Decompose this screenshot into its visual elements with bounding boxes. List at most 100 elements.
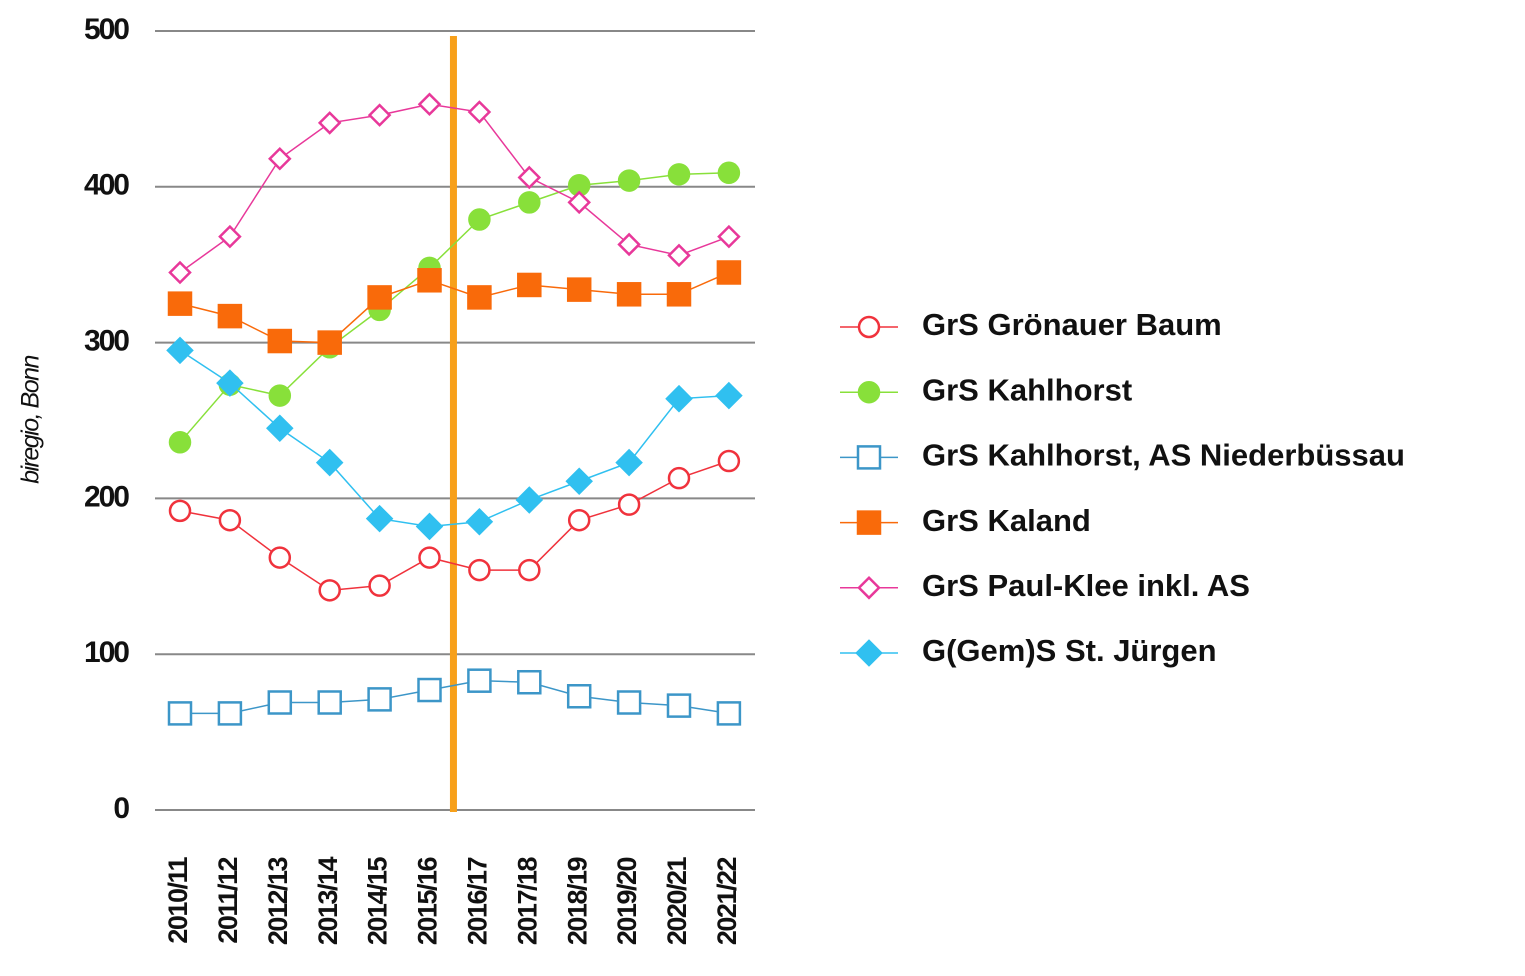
data-point [566, 684, 592, 709]
legend-marker [855, 639, 883, 667]
data-point [665, 384, 693, 413]
data-point [216, 369, 244, 397]
data-point [715, 381, 743, 410]
data-point [617, 232, 641, 257]
x-tick-label: 2019/20 [612, 858, 642, 946]
legend-label: GrS Kahlhorst [922, 372, 1132, 407]
data-point [268, 384, 292, 407]
data-point [717, 161, 741, 185]
data-point [467, 100, 492, 124]
data-point [567, 508, 591, 532]
data-point [717, 449, 741, 473]
legend-label: GrS Grönauer Baum [922, 307, 1222, 342]
series-line [179, 349, 729, 528]
data-point [617, 493, 641, 516]
data-point [315, 448, 344, 477]
x-tick-label: 2021/22 [712, 858, 742, 946]
data-point [168, 431, 192, 454]
data-point [666, 693, 692, 718]
data-point [267, 690, 293, 715]
data-point [417, 677, 442, 703]
data-point [317, 111, 342, 135]
x-tick-label: 2016/17 [463, 858, 493, 946]
legend-marker [856, 445, 882, 470]
legend-marker [857, 315, 881, 339]
data-point [217, 303, 243, 329]
x-tick-label: 2015/16 [413, 857, 443, 946]
data-point [418, 546, 441, 569]
data-point [518, 558, 541, 582]
data-point [317, 690, 342, 715]
data-point [517, 669, 542, 695]
y-tick-label: 300 [84, 325, 129, 358]
y-axis-label: biregio, Bonn [17, 355, 45, 483]
data-point [468, 208, 491, 231]
legend-label: GrS Kahlhorst, AS Niederbüssau [922, 438, 1405, 473]
data-point [317, 330, 342, 355]
x-tick-label: 2013/14 [313, 857, 343, 946]
data-point [267, 328, 293, 354]
data-point [167, 291, 193, 316]
legend-label: GrS Paul-Klee inkl. AS [922, 568, 1250, 603]
x-tick-label: 2010/11 [163, 857, 193, 944]
data-point [567, 190, 591, 215]
data-point [515, 486, 544, 514]
x-tick-label: 2020/21 [662, 857, 692, 946]
y-tick-label: 100 [84, 636, 129, 669]
data-point [166, 336, 194, 365]
legend-marker [857, 380, 881, 404]
legend-label: GrS Kaland [922, 503, 1091, 538]
data-point [716, 701, 742, 726]
data-point [218, 508, 242, 532]
data-point [415, 512, 444, 541]
data-point [318, 579, 341, 602]
data-point [565, 467, 593, 496]
data-point [615, 448, 643, 477]
data-point [367, 285, 392, 310]
data-point [168, 499, 192, 523]
legend-label: G(Gem)S St. Jürgen [922, 633, 1217, 668]
data-point [617, 169, 641, 192]
data-point [467, 285, 492, 310]
data-point [666, 282, 692, 307]
data-point [517, 165, 542, 190]
data-point [616, 282, 642, 307]
data-point [368, 574, 391, 597]
data-point [717, 224, 741, 249]
data-point [465, 508, 494, 536]
legend-marker [857, 576, 881, 600]
data-point [716, 260, 742, 285]
y-tick-label: 200 [84, 480, 129, 513]
data-point [667, 466, 691, 490]
data-point [517, 272, 542, 298]
data-point [217, 701, 243, 726]
data-point [266, 414, 294, 443]
data-point [467, 668, 492, 693]
data-point [218, 224, 242, 249]
data-point [168, 260, 192, 285]
data-point [616, 690, 642, 715]
x-tick-label: 2012/13 [263, 857, 293, 946]
data-point [518, 191, 541, 214]
data-point [367, 103, 392, 127]
y-tick-label: 500 [84, 13, 129, 46]
data-point [367, 687, 392, 712]
data-point [417, 92, 442, 116]
y-tick-label: 400 [84, 169, 129, 202]
data-point [667, 243, 691, 268]
data-point [268, 546, 292, 569]
data-point [365, 504, 394, 533]
y-tick-label: 0 [113, 792, 129, 825]
x-tick-label: 2017/18 [512, 857, 542, 946]
data-point [566, 277, 592, 302]
x-tick-label: 2014/15 [363, 857, 393, 946]
data-point [268, 146, 292, 171]
x-tick-label: 2018/19 [562, 857, 592, 946]
data-point [167, 701, 193, 726]
data-point [417, 268, 442, 293]
x-tick-label: 2011/12 [213, 858, 243, 944]
legend-marker [856, 510, 882, 535]
data-point [468, 558, 491, 582]
data-point [667, 163, 691, 186]
